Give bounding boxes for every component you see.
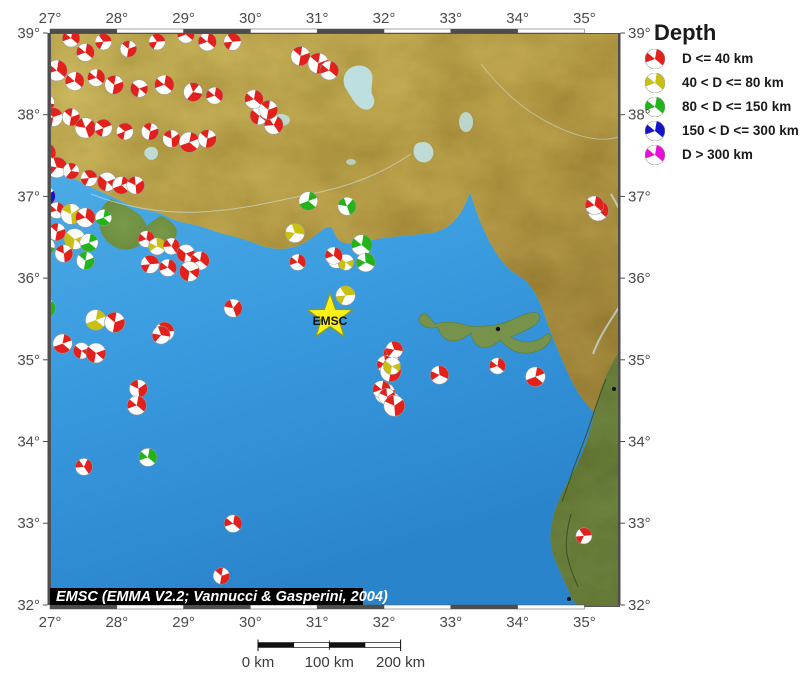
svg-text:34°: 34° xyxy=(506,10,529,27)
svg-text:38°: 38° xyxy=(17,107,40,124)
svg-text:D > 300 km: D > 300 km xyxy=(682,147,753,162)
svg-text:100 km: 100 km xyxy=(305,654,354,671)
svg-text:39°: 39° xyxy=(17,25,40,42)
svg-text:40 < D <= 80 km: 40 < D <= 80 km xyxy=(682,75,784,90)
svg-text:28°: 28° xyxy=(105,614,128,631)
svg-text:32°: 32° xyxy=(17,597,40,614)
svg-text:29°: 29° xyxy=(172,614,195,631)
svg-text:33°: 33° xyxy=(439,614,462,631)
svg-text:27°: 27° xyxy=(39,10,62,27)
svg-text:33°: 33° xyxy=(628,515,651,532)
svg-text:35°: 35° xyxy=(628,352,651,369)
svg-text:32°: 32° xyxy=(373,614,396,631)
svg-text:35°: 35° xyxy=(17,352,40,369)
svg-text:30°: 30° xyxy=(239,614,262,631)
svg-text:D <= 40 km: D <= 40 km xyxy=(682,51,753,66)
svg-text:29°: 29° xyxy=(172,10,195,27)
svg-text:31°: 31° xyxy=(306,614,329,631)
svg-text:37°: 37° xyxy=(17,188,40,205)
svg-text:31°: 31° xyxy=(306,10,329,27)
svg-text:150 < D <= 300 km: 150 < D <= 300 km xyxy=(682,123,799,138)
svg-text:33°: 33° xyxy=(439,10,462,27)
svg-text:38°: 38° xyxy=(628,107,651,124)
svg-text:27°: 27° xyxy=(39,614,62,631)
svg-text:37°: 37° xyxy=(628,188,651,205)
svg-text:36°: 36° xyxy=(628,270,651,287)
svg-text:36°: 36° xyxy=(17,270,40,287)
svg-text:EMSC: EMSC xyxy=(313,314,348,328)
svg-text:35°: 35° xyxy=(573,614,596,631)
svg-text:Depth: Depth xyxy=(654,20,716,45)
svg-text:200 km: 200 km xyxy=(376,654,425,671)
svg-text:39°: 39° xyxy=(628,25,651,42)
svg-text:32°: 32° xyxy=(373,10,396,27)
svg-text:30°: 30° xyxy=(239,10,262,27)
svg-text:32°: 32° xyxy=(628,597,651,614)
svg-text:80 < D <= 150 km: 80 < D <= 150 km xyxy=(682,99,791,114)
svg-text:34°: 34° xyxy=(506,614,529,631)
svg-text:28°: 28° xyxy=(105,10,128,27)
svg-text:35°: 35° xyxy=(573,10,596,27)
svg-text:34°: 34° xyxy=(628,434,651,451)
svg-text:0 km: 0 km xyxy=(242,654,275,671)
svg-text:33°: 33° xyxy=(17,515,40,532)
svg-text:34°: 34° xyxy=(17,434,40,451)
